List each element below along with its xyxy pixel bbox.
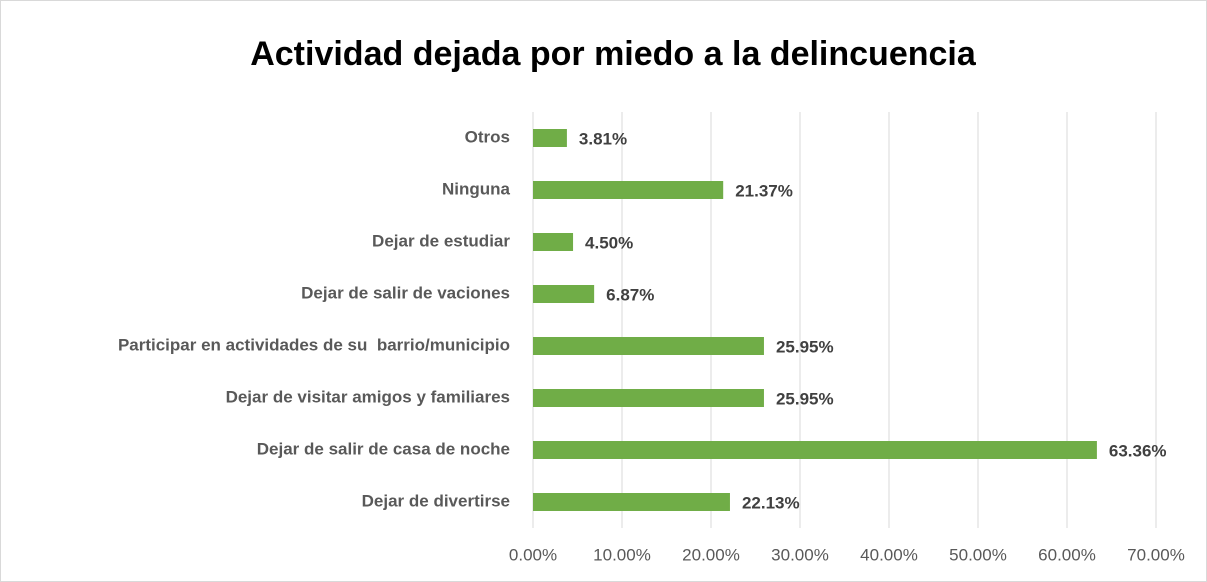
x-tick-label: 70.00% [1127, 545, 1185, 564]
bar [533, 181, 724, 199]
bar [533, 441, 1097, 459]
bar [533, 233, 574, 251]
value-label: 4.50% [585, 233, 633, 252]
y-tick-label: Dejar de divertirse [362, 491, 510, 510]
x-tick-label: 30.00% [771, 545, 829, 564]
value-label: 25.95% [776, 337, 834, 356]
y-tick-label: Dejar de estudiar [372, 231, 510, 250]
x-tick-label: 10.00% [593, 545, 651, 564]
bar [533, 285, 595, 303]
value-label: 25.95% [776, 389, 834, 408]
value-label: 21.37% [735, 181, 793, 200]
x-tick-label: 50.00% [949, 545, 1007, 564]
value-label: 63.36% [1109, 441, 1167, 460]
bar [533, 337, 764, 355]
y-tick-label: Participar en actividades de su barrio/m… [118, 335, 510, 354]
y-tick-label: Dejar de salir de vaciones [301, 283, 510, 302]
x-tick-label: 20.00% [682, 545, 740, 564]
bar [533, 129, 567, 147]
chart-title: Actividad dejada por miedo a la delincue… [250, 35, 977, 73]
value-label: 3.81% [579, 129, 627, 148]
x-tick-label: 40.00% [860, 545, 918, 564]
value-label: 6.87% [606, 285, 654, 304]
x-tick-label: 0.00% [509, 545, 557, 564]
y-tick-label: Dejar de salir de casa de noche [257, 439, 510, 458]
value-label: 22.13% [742, 493, 800, 512]
bar [533, 493, 730, 511]
y-tick-label: Dejar de visitar amigos y familiares [226, 387, 510, 406]
bar [533, 389, 764, 407]
y-tick-label: Ninguna [442, 179, 511, 198]
y-tick-label: Otros [465, 127, 510, 146]
x-tick-label: 60.00% [1038, 545, 1096, 564]
